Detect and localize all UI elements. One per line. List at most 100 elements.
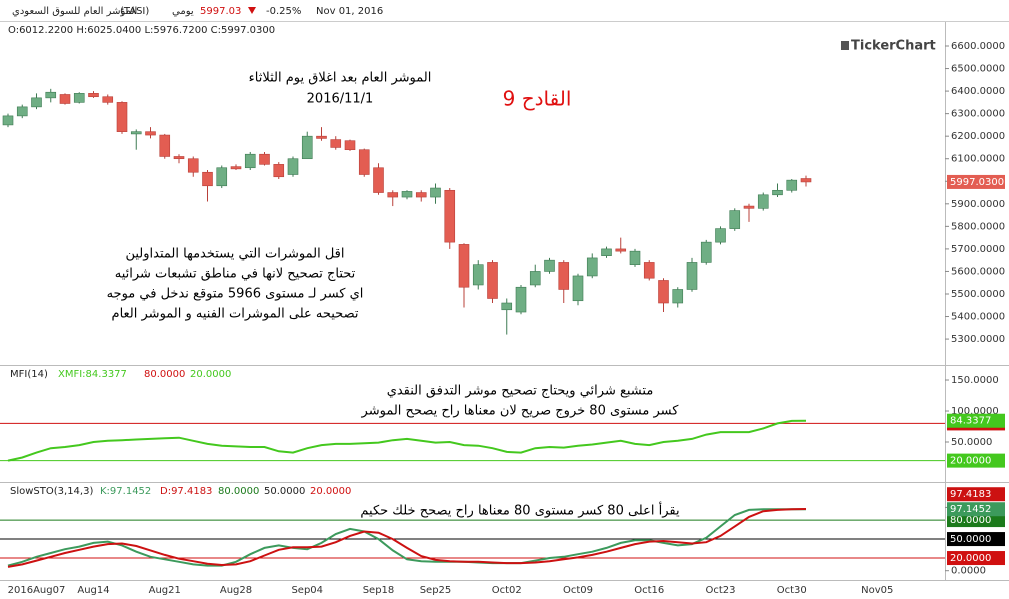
- y-tick-label: 5700.0000: [951, 244, 1005, 255]
- annotation: يقرأ اعلى 80 كسر مستوى 80 معناها راح يصح…: [360, 502, 680, 519]
- candle-body: [757, 194, 769, 209]
- candle-body: [786, 179, 798, 191]
- down-arrow: [248, 7, 256, 14]
- candle-body: [31, 97, 42, 108]
- y-tick-label: 6500.0000: [951, 64, 1005, 75]
- x-tick-label: Oct23: [705, 585, 735, 596]
- x-tick-label: Sep18: [363, 585, 395, 596]
- legend-entry: K:97.1452: [100, 486, 151, 497]
- y-tick-label: 6600.0000: [951, 41, 1005, 52]
- date: Nov 01, 2016: [316, 6, 383, 17]
- candle-body: [529, 271, 541, 286]
- candle-body: [743, 205, 755, 209]
- candle-body: [415, 192, 427, 198]
- candle-body: [515, 286, 527, 313]
- y-tick-label: 5400.0000: [951, 312, 1005, 323]
- y-tick-label: 6100.0000: [951, 154, 1005, 165]
- y-tick-label: 150.0000: [951, 375, 999, 386]
- y-tick-label: 5800.0000: [951, 221, 1005, 232]
- annotation: متشبع شرائي ويحتاج تصحيح موشر التدفق الن…: [387, 384, 654, 399]
- legend-level: 20.0000: [190, 369, 231, 380]
- legend-level: 50.0000: [264, 486, 305, 497]
- candle-body: [715, 228, 726, 243]
- candle-body: [273, 164, 285, 178]
- x-tick-label: Sep25: [420, 585, 452, 596]
- logo-icon: [841, 41, 849, 50]
- series-line: [7, 508, 807, 567]
- ohlc: O:6012.2200 H:6025.0400 L:5976.7200 C:59…: [8, 25, 275, 36]
- last-value-tag-bg: [947, 413, 1005, 428]
- level-tag: 20.0000: [950, 456, 991, 467]
- candle-body: [88, 93, 99, 98]
- candle-body: [2, 115, 14, 126]
- candle-body: [73, 93, 85, 103]
- level-tag: 20.0000: [950, 553, 991, 564]
- candle-body: [145, 131, 156, 136]
- candle-body: [287, 158, 299, 175]
- series-line: [7, 508, 807, 568]
- candle-body: [116, 102, 128, 132]
- annotation: كسر مستوى 80 خروج صريح لان معناها راح يص…: [361, 404, 680, 419]
- candle-body: [45, 91, 57, 99]
- y-tick-label: 6300.0000: [951, 109, 1005, 120]
- level-tag-bg: [947, 532, 1005, 547]
- legend-entry: D:97.4183: [160, 486, 212, 497]
- candle-body: [558, 262, 570, 290]
- symbol-code: (TASI): [120, 6, 149, 17]
- last-value-tag: 84.3377: [950, 416, 991, 427]
- candle-body: [729, 210, 741, 229]
- last-price-tag-bg: [947, 174, 1005, 189]
- candle-body: [572, 275, 584, 302]
- candle-body: [387, 192, 399, 198]
- last-value-tag: 97.1452: [950, 504, 991, 515]
- candle-body: [672, 289, 684, 304]
- candle-body: [301, 135, 313, 160]
- last-value-tag-bg: [947, 487, 1005, 502]
- annotation: اي كسر لـ مستوى 5966 متوقع ندخل في موجه: [107, 287, 364, 302]
- level-tag-bg: [947, 453, 1005, 468]
- annotation: القادح 9: [503, 87, 572, 111]
- candle-body: [259, 153, 270, 165]
- annotation: اقل الموشرات التي يستخدمها المتداولين: [125, 247, 344, 262]
- level-tag-bg: [947, 513, 1005, 528]
- y-tick-label: 6400.0000: [951, 86, 1005, 97]
- candle-body: [487, 262, 498, 299]
- candle-body: [458, 244, 470, 288]
- candle-body: [344, 140, 356, 151]
- candle-body: [202, 171, 213, 187]
- candle-body: [16, 106, 28, 117]
- candle-body: [444, 189, 456, 243]
- last-value-tag: 97.4183: [950, 489, 991, 500]
- level-tag: 50.0000: [950, 534, 991, 545]
- legend-entry: XMFI:84.3377: [58, 369, 127, 380]
- annotation: تحتاج تصحيح لانها في مناطق تشبعات شرائيه: [115, 267, 356, 282]
- logo: TickerChart: [851, 39, 936, 54]
- y-tick-label: 0.0000: [951, 566, 986, 577]
- legend-title: MFI(14): [10, 369, 48, 380]
- y-tick-label: 6200.0000: [951, 131, 1005, 142]
- y-tick-label: 5500.0000: [951, 289, 1005, 300]
- y-tick-label: 5300.0000: [951, 334, 1005, 345]
- x-tick-label: Aug21: [149, 585, 181, 596]
- annotation: 2016/11/1: [307, 92, 374, 107]
- x-tick-label: Oct02: [492, 585, 522, 596]
- legend-title: SlowSTO(3,14,3): [10, 486, 93, 497]
- legend-level: 20.0000: [310, 486, 351, 497]
- x-tick-label: Oct30: [777, 585, 807, 596]
- y-tick-label: 50.0000: [951, 437, 992, 448]
- last-value-tag-bg: [947, 502, 1005, 517]
- level-tag-bg: [947, 551, 1005, 566]
- candle-body: [102, 96, 114, 103]
- last-price-tag: 5997.0300: [950, 177, 1004, 188]
- candle-body: [330, 139, 342, 148]
- candle-body: [316, 135, 327, 139]
- x-tick-label: Oct16: [634, 585, 664, 596]
- candle-body: [230, 166, 242, 170]
- series-line: [7, 419, 807, 462]
- legend-level: 80.0000: [218, 486, 259, 497]
- x-tick-label: Oct09: [563, 585, 593, 596]
- candle-body: [800, 178, 812, 183]
- candle-body: [159, 134, 171, 157]
